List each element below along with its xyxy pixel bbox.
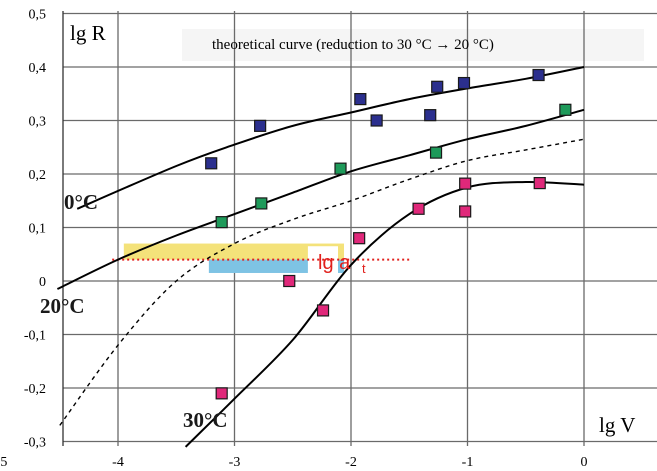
- shift-label-background: [307, 246, 339, 276]
- data-point: [431, 80, 444, 93]
- curve-label-20c: 20°C: [40, 294, 85, 318]
- data-point: [424, 109, 437, 122]
- x-tick-labels: -5 -4 -3 -2 -1 0: [0, 455, 588, 470]
- data-point: [533, 176, 546, 190]
- curve-label-0c: 0°C: [64, 190, 98, 214]
- data-point: [334, 162, 347, 175]
- data-point: [255, 197, 268, 210]
- y-tick-label: 0,3: [29, 115, 47, 130]
- fit-curve: [76, 66, 585, 210]
- data-point: [457, 76, 471, 90]
- y-tick-label: 0,1: [29, 222, 47, 237]
- fit-curve: [56, 108, 585, 290]
- data-point: [215, 216, 228, 229]
- shift-label-text: lg a: [318, 252, 351, 274]
- data-point: [429, 146, 443, 159]
- curve-label-30c: 30°C: [183, 408, 228, 432]
- data-point: [205, 157, 218, 170]
- annotation-box: [182, 29, 644, 61]
- data-point: [316, 304, 330, 317]
- fit-curve: [184, 180, 585, 448]
- data-point: [354, 92, 367, 106]
- y-tick-label: 0,5: [29, 8, 47, 23]
- y-axis-title: lg R: [70, 21, 106, 45]
- data-point: [353, 232, 366, 245]
- x-tick-label: -2: [345, 455, 357, 470]
- annotation-text: theoretical curve (reduction to 30 °C → …: [212, 37, 494, 53]
- data-point: [459, 177, 472, 190]
- y-tick-label: -0,3: [24, 436, 46, 451]
- shift-label-subscript: t: [362, 261, 366, 276]
- x-tick-label: -1: [462, 455, 474, 470]
- plot-background: [63, 11, 657, 446]
- x-axis-title: lg V: [599, 413, 635, 437]
- shift-band-upper: [123, 243, 345, 260]
- x-tick-label: -3: [229, 455, 241, 470]
- data-point: [370, 114, 383, 127]
- data-point: [215, 387, 228, 400]
- data-point: [254, 119, 267, 132]
- x-tick-label: -5: [0, 455, 7, 470]
- data-point: [559, 103, 572, 116]
- x-tick-label: -4: [112, 455, 124, 470]
- y-tick-label: 0: [39, 275, 46, 290]
- data-point: [532, 68, 545, 82]
- y-tick-label: -0,2: [24, 382, 46, 397]
- y-tick-label: 0,2: [29, 168, 47, 183]
- data-point: [412, 202, 425, 215]
- data-points: [205, 68, 572, 400]
- y-tick-label: 0,4: [29, 61, 47, 76]
- y-tick-label: -0,1: [24, 329, 46, 344]
- data-point: [459, 205, 472, 218]
- shift-label: lg a t: [318, 252, 366, 276]
- shift-band: [112, 243, 410, 276]
- curves: [56, 66, 585, 448]
- x-tick-label: 0: [581, 455, 588, 470]
- grid: [62, 11, 657, 446]
- data-point: [283, 274, 296, 288]
- y-tick-labels: 0,5 0,4 0,3 0,2 0,1 0 -0,1 -0,2 -0,3: [24, 8, 46, 451]
- theoretical-curve: [59, 138, 585, 426]
